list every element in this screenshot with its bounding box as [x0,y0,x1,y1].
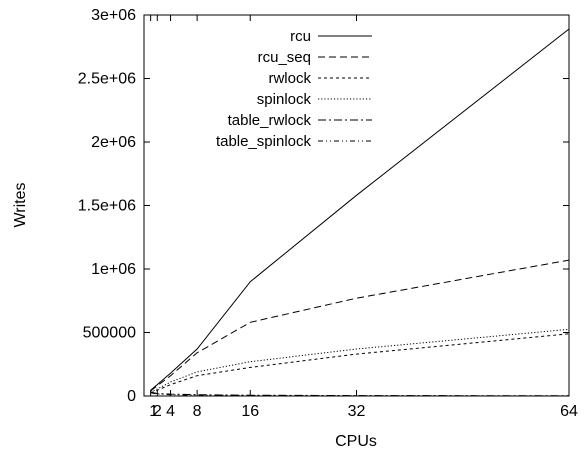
series-line-rwlock [150,333,570,394]
x-tick-label: 2 [153,403,162,420]
legend-label-table-rwlock: table_rwlock [228,112,312,129]
x-axis-title: CPUs [335,433,377,450]
y-tick-label: 3e+06 [91,7,136,24]
y-axis: 0 500000 1e+06 1.5e+06 2e+06 2.5e+06 3e+06 [78,7,569,405]
series-line-table-spinlock [150,392,570,397]
y-tick-label: 2.5e+06 [78,71,136,88]
x-axis: 12 4 8 16 32 64 [149,15,578,420]
x-tick-label: 1 [149,403,158,420]
legend-label-table-spinlock: table_spinlock [216,133,312,150]
y-tick-label: 2e+06 [91,134,136,151]
series-line-rcu [150,28,570,391]
series-line-spinlock [150,328,570,393]
series-line-rcu-seq [150,259,570,392]
x-tick-label: 32 [348,403,366,420]
y-tick-label: 1.5e+06 [78,198,136,215]
x-tick-label: 8 [193,403,202,420]
y-axis-title: Writes [12,182,29,227]
y-tick-label: 0 [127,388,136,405]
legend-label-spinlock: spinlock [257,91,312,108]
y-tick-label: 1e+06 [91,261,136,278]
legend-label-rcu-seq: rcu_seq [258,49,311,66]
y-tick-label: 500000 [83,325,136,342]
plot-frame [143,14,570,397]
x-tick-label: 4 [166,403,175,420]
x-tick-label: 64 [560,403,578,420]
legend-label-rwlock: rwlock [268,70,311,87]
series-line-table-rwlock [150,391,570,397]
series-layer [150,28,570,397]
x-tick-label: 16 [241,403,259,420]
legend-label-rcu: rcu [290,28,311,45]
